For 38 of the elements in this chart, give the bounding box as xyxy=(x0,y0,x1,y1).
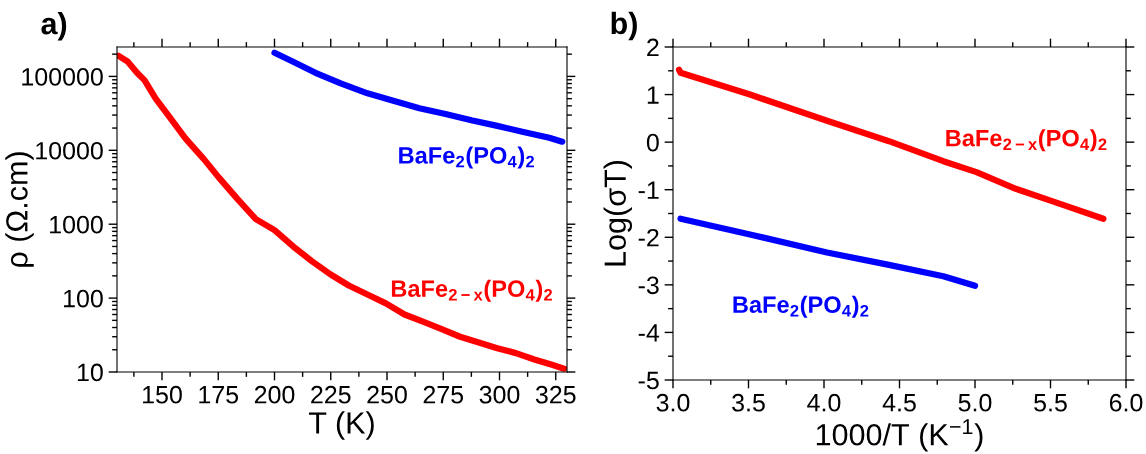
y-axis-title: ρ (Ω.cm) xyxy=(5,152,34,267)
x-tick-label: 275 xyxy=(423,385,464,404)
x-tick-label: 175 xyxy=(199,386,239,404)
x-tick-label: 5.5 xyxy=(1034,394,1067,412)
x-tick-label: 250 xyxy=(367,385,407,404)
x-tick-label: 4.5 xyxy=(882,394,916,412)
y-tick-label: -5 xyxy=(638,371,659,390)
y-tick-label: -2 xyxy=(638,228,659,247)
series-label: BaFe$_{2}$(PO$_{4}$)$_{2}$ xyxy=(399,146,534,169)
y-tick-label: 100000 xyxy=(22,68,103,86)
y-tick-label: 10000 xyxy=(36,141,103,160)
y-tick-label: -1 xyxy=(638,181,659,199)
y-tick-label: -4 xyxy=(638,324,660,342)
series-label: BaFe$_{2−x}$(PO$_{4}$)$_{2}$ xyxy=(391,279,553,302)
series-label: BaFe$_{2}$(PO$_{4}$)$_{2}$ xyxy=(733,295,869,318)
series-label: BaFe$_{2−x}$(PO$_{4}$)$_{2}$ xyxy=(946,129,1107,152)
x-tick-label: 6.0 xyxy=(1109,393,1143,412)
x-tick-label: 4.0 xyxy=(807,393,841,412)
y-tick-label: 1000 xyxy=(50,215,103,234)
x-tick-label: 300 xyxy=(479,385,520,404)
y-tick-label: -3 xyxy=(638,276,659,295)
chart-title: a) xyxy=(41,12,67,41)
x-tick-label: 3.0 xyxy=(656,393,690,412)
x-tick-label: 150 xyxy=(143,385,182,404)
y-tick-label: 2 xyxy=(647,38,659,57)
x-tick-label: 5.0 xyxy=(958,393,992,412)
chart-title: b) xyxy=(611,11,637,41)
x-axis-title: 1000/T (K$^{−1}$) xyxy=(816,419,983,452)
x-tick-label: 325 xyxy=(535,385,576,404)
y-tick-label: 10 xyxy=(77,363,103,382)
x-axis-title: T (K) xyxy=(309,411,374,440)
y-tick-label: 100 xyxy=(64,289,103,308)
x-tick-label: 225 xyxy=(311,385,351,404)
x-tick-label: 200 xyxy=(254,385,295,404)
y-tick-label: 0 xyxy=(646,133,659,152)
y-axis-title: Log(σT) xyxy=(603,160,633,266)
y-tick-label: 1 xyxy=(647,86,659,104)
x-tick-label: 3.5 xyxy=(732,393,765,412)
